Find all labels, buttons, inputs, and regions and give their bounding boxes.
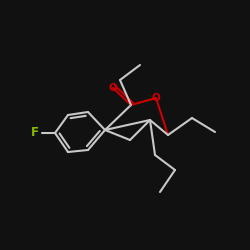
Text: F: F [31,126,39,140]
Text: O: O [108,83,118,93]
Text: O: O [152,93,160,103]
